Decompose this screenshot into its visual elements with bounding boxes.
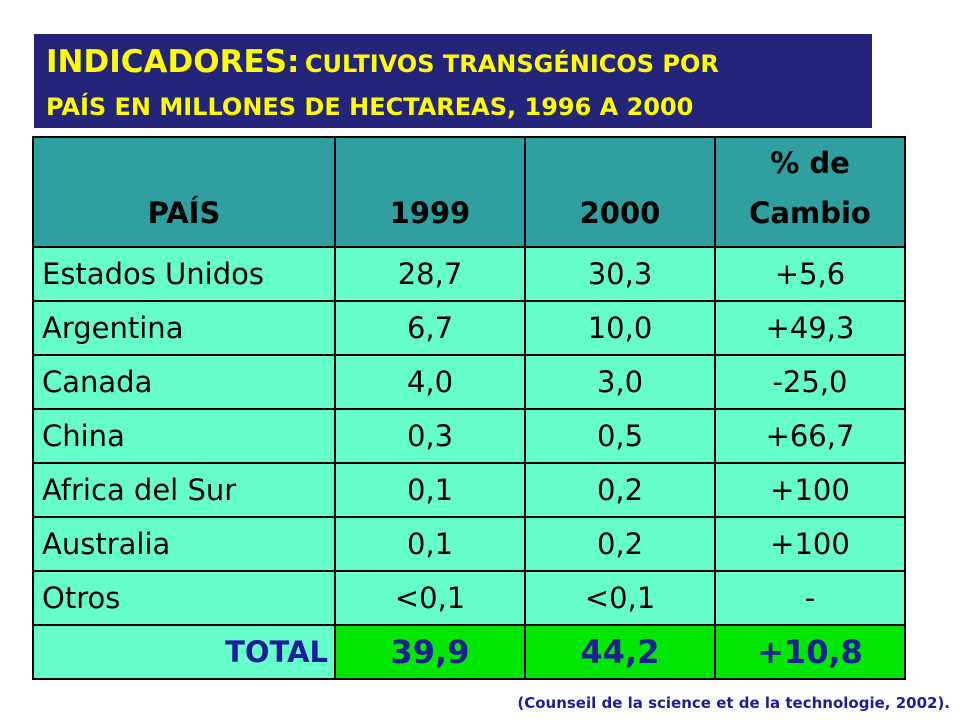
cell-1999: 28,7 bbox=[334, 246, 526, 302]
table-row: Australia 0,1 0,2 +100 bbox=[32, 516, 906, 572]
table-row: Argentina 6,7 10,0 +49,3 bbox=[32, 300, 906, 356]
header-change-line2: Cambio bbox=[749, 196, 871, 230]
cell-country: Estados Unidos bbox=[32, 246, 336, 302]
page-subtitle-part1: CULTIVOS TRANSGÉNICOS POR bbox=[304, 50, 719, 78]
total-2000: 44,2 bbox=[524, 624, 716, 680]
source-citation: (Counseil de la science et de la technol… bbox=[517, 694, 950, 712]
page-title: INDICADORES: bbox=[46, 44, 300, 80]
table-row: Africa del Sur 0,1 0,2 +100 bbox=[32, 462, 906, 518]
cell-change: +100 bbox=[714, 462, 906, 518]
cell-1999: 0,1 bbox=[334, 462, 526, 518]
cell-2000: 3,0 bbox=[524, 354, 716, 410]
data-table-container: PAÍS 1999 2000 % de Cambio Estados Unido… bbox=[32, 136, 906, 680]
table-total-row: TOTAL 39,9 44,2 +10,8 bbox=[32, 624, 906, 680]
cell-country: Otros bbox=[32, 570, 336, 626]
cell-2000: 0,2 bbox=[524, 516, 716, 572]
cell-1999: <0,1 bbox=[334, 570, 526, 626]
cell-2000: 30,3 bbox=[524, 246, 716, 302]
total-label: TOTAL bbox=[32, 624, 336, 680]
cell-2000: 0,2 bbox=[524, 462, 716, 518]
gm-crops-table: PAÍS 1999 2000 % de Cambio Estados Unido… bbox=[32, 136, 906, 680]
table-row: Canada 4,0 3,0 -25,0 bbox=[32, 354, 906, 410]
table-row: China 0,3 0,5 +66,7 bbox=[32, 408, 906, 464]
cell-country: China bbox=[32, 408, 336, 464]
header-change-line1: % de bbox=[770, 146, 850, 180]
header-change: % de Cambio bbox=[714, 136, 906, 248]
header-country: PAÍS bbox=[32, 136, 336, 248]
cell-country: Argentina bbox=[32, 300, 336, 356]
header-1999: 1999 bbox=[334, 136, 526, 248]
cell-change: +5,6 bbox=[714, 246, 906, 302]
page-subtitle-part2: PAÍS EN MILLONES DE HECTAREAS, 1996 A 20… bbox=[46, 93, 694, 121]
header-2000: 2000 bbox=[524, 136, 716, 248]
cell-1999: 6,7 bbox=[334, 300, 526, 356]
cell-change: +49,3 bbox=[714, 300, 906, 356]
cell-change: +66,7 bbox=[714, 408, 906, 464]
cell-1999: 0,1 bbox=[334, 516, 526, 572]
title-banner: INDICADORES: CULTIVOS TRANSGÉNICOS POR P… bbox=[34, 34, 872, 128]
cell-1999: 0,3 bbox=[334, 408, 526, 464]
cell-country: Australia bbox=[32, 516, 336, 572]
cell-2000: 10,0 bbox=[524, 300, 716, 356]
cell-1999: 4,0 bbox=[334, 354, 526, 410]
cell-country: Canada bbox=[32, 354, 336, 410]
total-change: +10,8 bbox=[714, 624, 906, 680]
cell-change: -25,0 bbox=[714, 354, 906, 410]
cell-change: +100 bbox=[714, 516, 906, 572]
table-row: Otros <0,1 <0,1 - bbox=[32, 570, 906, 626]
cell-2000: <0,1 bbox=[524, 570, 716, 626]
table-row: Estados Unidos 28,7 30,3 +5,6 bbox=[32, 246, 906, 302]
cell-2000: 0,5 bbox=[524, 408, 716, 464]
total-1999: 39,9 bbox=[334, 624, 526, 680]
cell-change: - bbox=[714, 570, 906, 626]
cell-country: Africa del Sur bbox=[32, 462, 336, 518]
table-header-row: PAÍS 1999 2000 % de Cambio bbox=[32, 136, 906, 248]
title-line-1: INDICADORES: CULTIVOS TRANSGÉNICOS POR bbox=[46, 42, 860, 87]
